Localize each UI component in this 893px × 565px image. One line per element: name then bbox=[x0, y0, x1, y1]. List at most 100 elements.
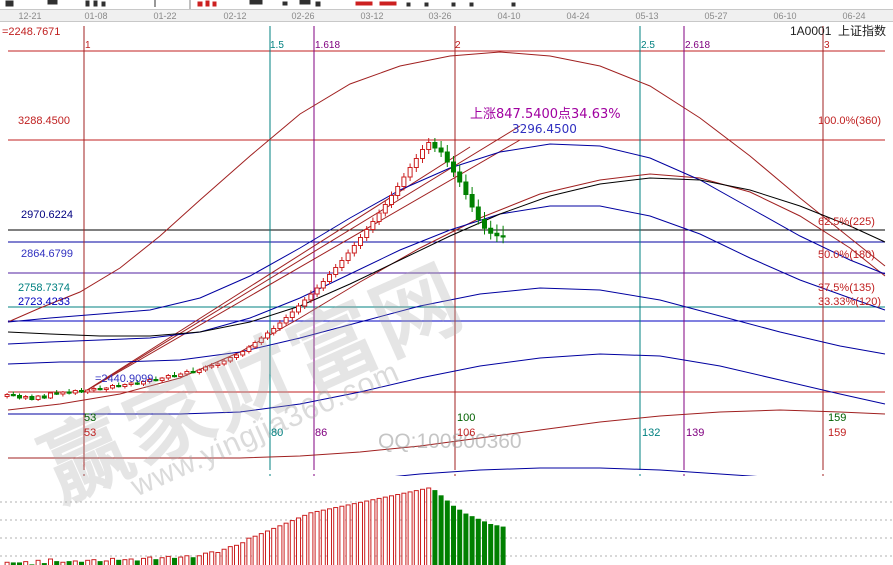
candlestick[interactable] bbox=[159, 377, 165, 383]
candlestick[interactable] bbox=[97, 385, 103, 391]
candlestick[interactable] bbox=[432, 138, 438, 152]
candlestick[interactable] bbox=[320, 278, 326, 291]
candlestick[interactable] bbox=[134, 380, 140, 385]
volume-bar[interactable] bbox=[370, 499, 376, 565]
volume-bar[interactable] bbox=[103, 560, 109, 565]
candlestick[interactable] bbox=[475, 199, 481, 225]
volume-bar[interactable] bbox=[184, 555, 190, 565]
volume-bar[interactable] bbox=[308, 512, 314, 565]
candlestick[interactable] bbox=[79, 388, 84, 393]
candlestick[interactable] bbox=[54, 390, 60, 395]
candlestick[interactable] bbox=[91, 386, 97, 392]
candlestick[interactable] bbox=[488, 220, 494, 240]
candlestick[interactable] bbox=[265, 330, 270, 341]
volume-bar[interactable] bbox=[302, 514, 308, 565]
candlestick[interactable] bbox=[314, 284, 320, 298]
volume-bar[interactable] bbox=[358, 501, 363, 565]
candlestick[interactable] bbox=[258, 336, 264, 345]
volume-bar[interactable] bbox=[35, 559, 41, 565]
candlestick[interactable] bbox=[227, 356, 233, 363]
volume-bar[interactable] bbox=[23, 561, 29, 565]
volume-bar[interactable] bbox=[395, 494, 401, 565]
candlestick[interactable] bbox=[451, 156, 456, 177]
volume-bar[interactable] bbox=[79, 561, 84, 565]
volume-bar[interactable] bbox=[141, 557, 146, 565]
candlestick[interactable] bbox=[382, 200, 388, 217]
volume-bar[interactable] bbox=[438, 495, 444, 565]
volume-bar[interactable] bbox=[153, 559, 159, 565]
volume-bar[interactable] bbox=[4, 561, 10, 565]
volume-bar[interactable] bbox=[258, 533, 264, 565]
candlestick[interactable] bbox=[308, 290, 314, 304]
candlestick[interactable] bbox=[165, 374, 171, 380]
volume-bar[interactable] bbox=[339, 505, 345, 565]
volume-bar[interactable] bbox=[209, 551, 215, 565]
candlestick[interactable] bbox=[426, 138, 432, 154]
candlestick[interactable] bbox=[420, 145, 425, 163]
volume-bar[interactable] bbox=[277, 525, 283, 565]
volume-bar[interactable] bbox=[91, 559, 97, 565]
candlestick[interactable] bbox=[48, 392, 53, 399]
volume-bar[interactable] bbox=[234, 544, 239, 565]
candlestick[interactable] bbox=[438, 141, 444, 157]
candlestick[interactable] bbox=[4, 393, 10, 399]
volume-bar[interactable] bbox=[382, 496, 388, 565]
volume-bar[interactable] bbox=[444, 500, 450, 565]
candlestick[interactable] bbox=[85, 389, 91, 394]
volume-bar[interactable] bbox=[376, 497, 382, 565]
volume-bar[interactable] bbox=[246, 537, 252, 565]
volume-bar[interactable] bbox=[252, 535, 258, 565]
volume-bar[interactable] bbox=[128, 558, 134, 565]
candlestick[interactable] bbox=[500, 225, 506, 244]
candlestick[interactable] bbox=[271, 325, 277, 336]
volume-bar[interactable] bbox=[66, 561, 72, 565]
volume-bar[interactable] bbox=[432, 490, 438, 565]
candlestick[interactable] bbox=[17, 393, 22, 400]
candlestick[interactable] bbox=[444, 145, 450, 167]
volume-bar[interactable] bbox=[190, 557, 196, 565]
volume-bar[interactable] bbox=[85, 559, 91, 565]
chart-svg[interactable] bbox=[0, 22, 893, 565]
volume-bar[interactable] bbox=[110, 557, 115, 565]
candlestick[interactable] bbox=[370, 217, 376, 234]
candlestick[interactable] bbox=[66, 389, 72, 395]
candlestick[interactable] bbox=[457, 164, 463, 188]
volume-bar[interactable] bbox=[475, 518, 481, 565]
volume-bar[interactable] bbox=[413, 490, 419, 565]
candlestick[interactable] bbox=[407, 163, 413, 182]
volume-bar[interactable] bbox=[500, 526, 506, 565]
volume-bar[interactable] bbox=[159, 557, 165, 565]
candlestick[interactable] bbox=[141, 380, 146, 387]
volume-bar[interactable] bbox=[389, 495, 394, 565]
candlestick[interactable] bbox=[221, 359, 227, 366]
candlestick[interactable] bbox=[376, 209, 382, 226]
candlestick[interactable] bbox=[283, 314, 289, 327]
candlestick[interactable] bbox=[178, 372, 184, 379]
volume-bar[interactable] bbox=[60, 561, 66, 565]
candlestick[interactable] bbox=[494, 224, 500, 243]
volume-bar[interactable] bbox=[48, 558, 53, 565]
candlestick[interactable] bbox=[389, 191, 394, 209]
candlestick[interactable] bbox=[482, 212, 487, 235]
volume-bar[interactable] bbox=[407, 491, 413, 565]
candlestick[interactable] bbox=[203, 365, 208, 373]
candlestick[interactable] bbox=[60, 391, 66, 397]
volume-bar[interactable] bbox=[196, 555, 202, 565]
volume-bar[interactable] bbox=[283, 522, 289, 565]
candlestick[interactable] bbox=[196, 368, 202, 375]
volume-bar[interactable] bbox=[122, 559, 128, 565]
volume-bar[interactable] bbox=[147, 556, 153, 565]
candlestick[interactable] bbox=[302, 297, 308, 309]
volume-bar[interactable] bbox=[457, 509, 463, 565]
candlestick[interactable] bbox=[172, 372, 177, 378]
candlestick[interactable] bbox=[116, 382, 122, 388]
candlestick[interactable] bbox=[339, 257, 345, 271]
volume-bar[interactable] bbox=[296, 517, 301, 565]
volume-bar[interactable] bbox=[426, 487, 432, 565]
candlestick[interactable] bbox=[364, 226, 370, 241]
candlestick[interactable] bbox=[41, 394, 47, 399]
volume-bar[interactable] bbox=[451, 505, 456, 565]
candlestick[interactable] bbox=[469, 187, 475, 212]
volume-bar[interactable] bbox=[215, 552, 221, 565]
volume-bar[interactable] bbox=[364, 500, 370, 565]
